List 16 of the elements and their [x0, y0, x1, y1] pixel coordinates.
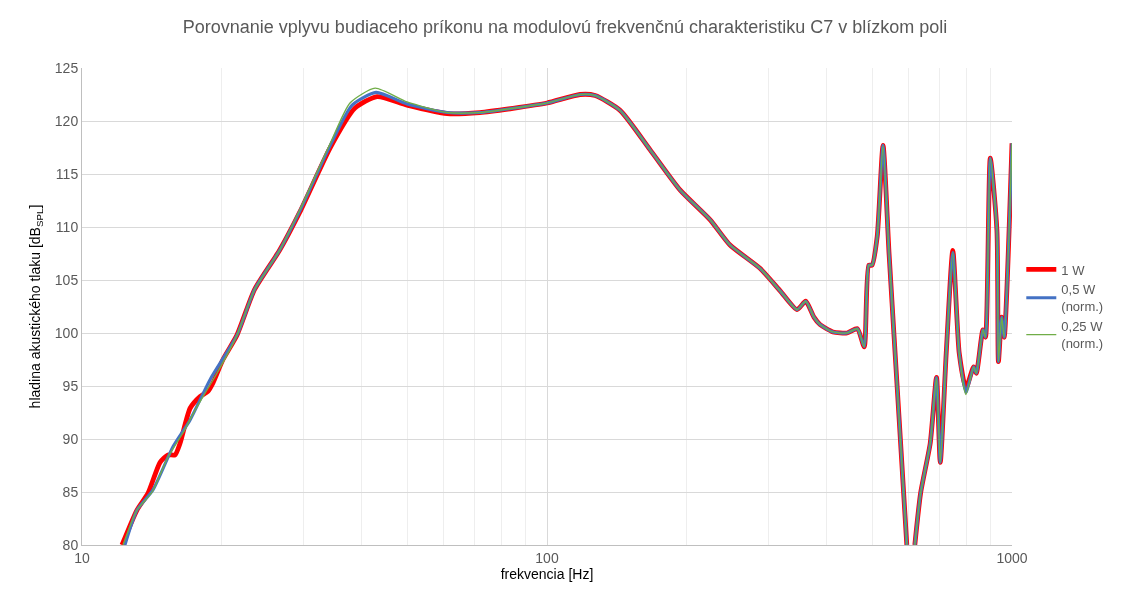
y-tick-label: 95: [62, 377, 79, 394]
y-tick-label: 85: [62, 483, 79, 500]
y-tick-label: 115: [55, 165, 79, 182]
legend-label: 0,5 W (norm.): [1061, 282, 1104, 315]
legend-label: 0,25 W (norm.): [1061, 319, 1104, 352]
x-tick-label: 1000: [996, 549, 1028, 566]
chart-title: Porovnanie vplyvu budiaceho príkonu na modulovú frekvenčnú charakteristiku C7 v blízkom poli: [182, 16, 948, 37]
x-tick-label: 100: [535, 549, 559, 566]
legend-label: 1 W: [1061, 262, 1086, 278]
x-axis-title: frekvencia [Hz]: [500, 565, 594, 582]
y-tick-label: 105: [54, 271, 79, 288]
y-tick-label: 125: [54, 59, 79, 76]
y-tick-label: 110: [55, 218, 79, 235]
y-tick-label: 120: [54, 112, 79, 129]
y-tick-label: 90: [62, 430, 79, 447]
y-tick-label: 100: [54, 324, 79, 341]
